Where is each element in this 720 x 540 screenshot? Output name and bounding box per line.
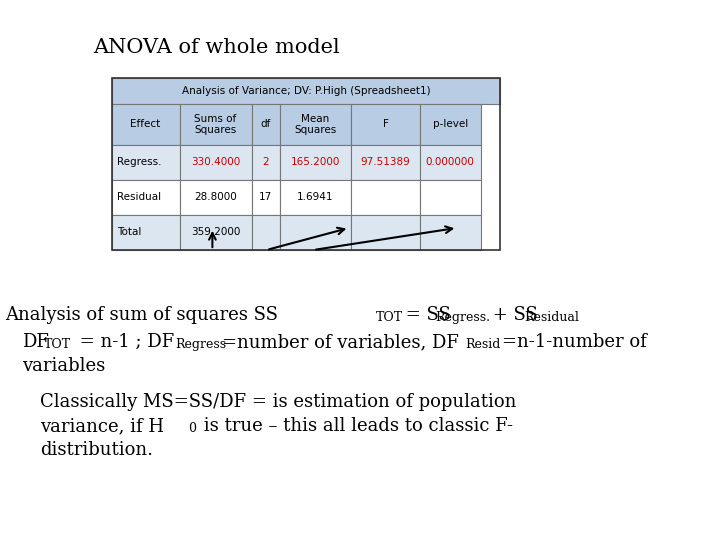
Text: 2: 2 [262, 157, 269, 167]
Text: Analysis of sum of squares SS: Analysis of sum of squares SS [5, 306, 278, 324]
Text: 165.2000: 165.2000 [291, 157, 341, 167]
Text: Classically MS=SS/DF = is estimation of population: Classically MS=SS/DF = is estimation of … [40, 393, 516, 411]
Text: Total: Total [117, 227, 142, 238]
Text: 330.4000: 330.4000 [191, 157, 240, 167]
Text: 359.2000: 359.2000 [191, 227, 240, 238]
Text: TOT: TOT [376, 311, 403, 324]
Text: df: df [261, 119, 271, 130]
Bar [112, 78, 500, 104]
Text: Regress: Regress [175, 338, 226, 351]
Text: 28.8000: 28.8000 [194, 192, 237, 202]
Bar [351, 145, 420, 180]
Text: ANOVA of whole model: ANOVA of whole model [94, 38, 341, 57]
Text: 17: 17 [259, 192, 272, 202]
Text: =number of variables, DF: =number of variables, DF [222, 333, 459, 351]
Bar [180, 145, 251, 180]
Bar [251, 215, 279, 250]
Bar [420, 104, 481, 145]
Bar [180, 104, 251, 145]
Text: Regress.: Regress. [117, 157, 162, 167]
Text: distribution.: distribution. [40, 441, 153, 459]
Text: p-level: p-level [433, 119, 468, 130]
Bar [420, 215, 481, 250]
Bar [112, 78, 500, 250]
Text: 0: 0 [188, 422, 196, 435]
Text: 97.51389: 97.51389 [361, 157, 410, 167]
Text: variance, if H: variance, if H [40, 417, 164, 435]
Bar [112, 215, 180, 250]
Bar [112, 180, 180, 215]
Text: variables: variables [22, 357, 105, 375]
Bar [420, 180, 481, 215]
Text: Sums of
Squares: Sums of Squares [194, 114, 237, 136]
Bar [351, 104, 420, 145]
Bar [251, 145, 279, 180]
Bar [351, 215, 420, 250]
Text: DF: DF [22, 333, 49, 351]
Text: =n-1-number of: =n-1-number of [502, 333, 647, 351]
Text: TOT: TOT [44, 338, 71, 351]
Text: 1.6941: 1.6941 [297, 192, 334, 202]
Bar [279, 145, 351, 180]
Bar [279, 180, 351, 215]
Text: = SS: = SS [400, 306, 451, 324]
Bar [251, 180, 279, 215]
Text: = n-1 ; DF: = n-1 ; DF [74, 333, 174, 351]
Text: Effect: Effect [130, 119, 161, 130]
Text: Regress.: Regress. [435, 311, 490, 324]
Text: F: F [382, 119, 389, 130]
Bar [112, 145, 180, 180]
Text: 0.000000: 0.000000 [426, 157, 474, 167]
Bar [251, 104, 279, 145]
Text: Residual: Residual [524, 311, 579, 324]
Text: Mean
Squares: Mean Squares [294, 114, 337, 136]
Bar [180, 180, 251, 215]
Bar [351, 180, 420, 215]
Text: is true – this all leads to classic F-: is true – this all leads to classic F- [198, 417, 513, 435]
Bar [112, 104, 180, 145]
Bar [279, 104, 351, 145]
Bar [180, 215, 251, 250]
Text: Resid: Resid [465, 338, 500, 351]
Text: + SS: + SS [487, 306, 538, 324]
Text: Analysis of Variance; DV: P.High (Spreadsheet1): Analysis of Variance; DV: P.High (Spread… [181, 86, 431, 96]
Text: Residual: Residual [117, 192, 161, 202]
Bar [279, 215, 351, 250]
Bar [420, 145, 481, 180]
